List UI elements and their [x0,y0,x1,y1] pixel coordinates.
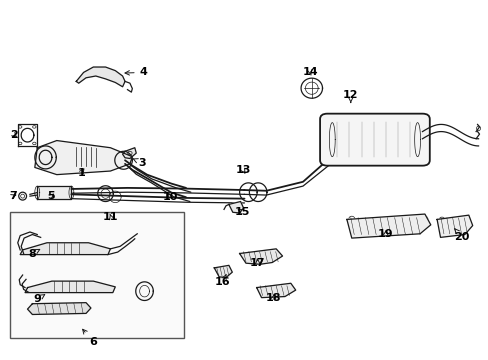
Polygon shape [76,67,125,87]
Polygon shape [239,249,282,264]
Text: 16: 16 [214,274,230,287]
Text: 17: 17 [249,258,265,268]
Text: 3: 3 [133,158,145,168]
Text: 5: 5 [47,191,55,201]
Text: 18: 18 [265,293,281,303]
Text: 10: 10 [163,192,178,202]
Polygon shape [122,148,136,158]
Polygon shape [346,214,430,238]
Bar [10,212,183,338]
FancyBboxPatch shape [320,114,429,166]
Text: 14: 14 [302,67,318,77]
Polygon shape [20,243,110,255]
Text: 13: 13 [235,165,250,175]
Text: 20: 20 [453,229,468,242]
Polygon shape [27,303,91,315]
Polygon shape [37,186,71,199]
Text: 12: 12 [343,90,358,103]
Text: 2: 2 [10,130,18,140]
Polygon shape [25,281,115,293]
Text: 7: 7 [9,191,17,201]
Polygon shape [228,202,243,213]
Polygon shape [35,140,132,175]
Polygon shape [214,265,232,278]
Text: 8: 8 [28,248,40,258]
Polygon shape [436,215,472,237]
Text: 15: 15 [234,207,249,217]
Text: 1: 1 [77,168,85,178]
Text: 19: 19 [377,229,393,239]
Polygon shape [256,283,295,298]
Text: 4: 4 [125,67,147,77]
Text: 11: 11 [103,212,119,221]
Text: 6: 6 [82,329,97,347]
Text: 9: 9 [34,294,45,304]
